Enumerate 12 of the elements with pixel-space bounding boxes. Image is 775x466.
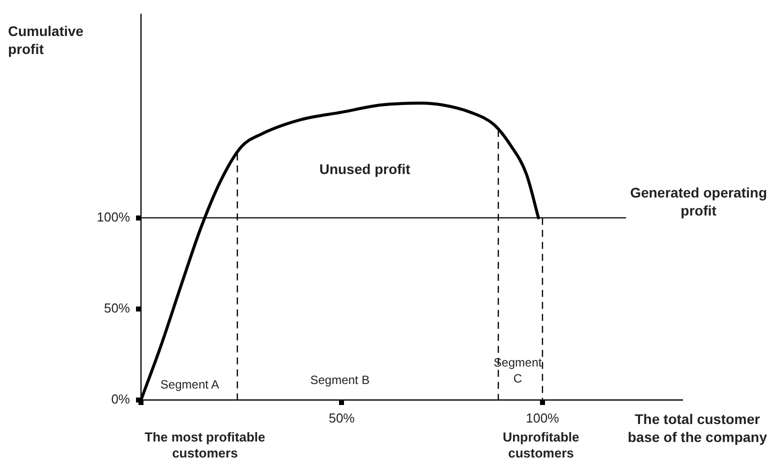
x-axis-title: The total customer base of the company bbox=[628, 410, 768, 445]
text: Unprofitable customers bbox=[502, 430, 580, 461]
y-tick-label: 0% bbox=[111, 392, 130, 407]
y-axis-title: Cumulative profit bbox=[8, 22, 84, 57]
ref-line-label: Generated operating profit bbox=[630, 184, 768, 219]
y-tick-label: 100% bbox=[96, 209, 130, 224]
y-tick-label: 50% bbox=[104, 300, 130, 316]
annotation: Segment A bbox=[160, 378, 220, 392]
annotation: Segment B bbox=[310, 373, 370, 388]
annotation: Segment C bbox=[494, 355, 542, 386]
annotation: Unused profit bbox=[319, 161, 411, 178]
text: The most profitable customers bbox=[144, 430, 266, 461]
